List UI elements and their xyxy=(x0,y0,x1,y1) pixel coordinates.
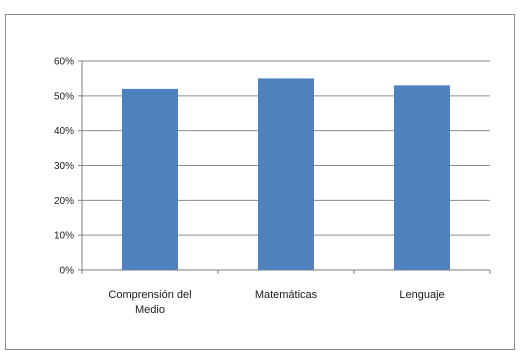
y-tick-label: 50% xyxy=(54,91,74,102)
bar xyxy=(122,88,178,270)
y-tick-label: 60% xyxy=(54,57,74,68)
y-tick-label: 0% xyxy=(60,266,75,277)
x-tick-labels: Comprensión del Medio Matemáticas Lenguaje xyxy=(108,289,444,316)
y-tick-label: 20% xyxy=(54,196,74,207)
x-tick-label: Medio xyxy=(135,304,165,316)
y-tick-label: 10% xyxy=(54,231,74,242)
bar xyxy=(258,78,314,270)
y-tick-label: 40% xyxy=(54,126,74,137)
chart-frame: 0% 10% 20% 30% 40% 50% 60% Comprensión del Medi… xyxy=(5,14,515,350)
x-tick-label: Lenguaje xyxy=(399,289,444,301)
bar xyxy=(394,85,450,270)
y-tick-label: 30% xyxy=(54,161,74,172)
bars xyxy=(122,78,450,270)
x-tick-label: Matemáticas xyxy=(255,289,318,301)
y-tick-labels: 0% 10% 20% 30% 40% 50% 60% xyxy=(54,57,74,277)
x-tick-label: Comprensión del xyxy=(108,289,191,301)
bar-chart: 0% 10% 20% 30% 40% 50% 60% Comprensión del Medi… xyxy=(54,57,491,316)
